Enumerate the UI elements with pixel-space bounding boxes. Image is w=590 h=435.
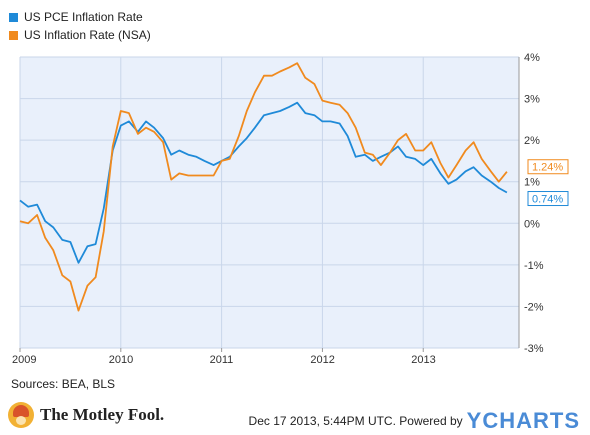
legend-swatch-pce	[9, 12, 18, 22]
legend-label-cpi: US Inflation Rate (NSA)	[24, 28, 151, 42]
y-tick-label: 3%	[524, 94, 540, 106]
x-tick-label: 2012	[310, 354, 334, 366]
y-tick-label: -1%	[524, 260, 544, 272]
end-value-label: 0.74%	[532, 194, 563, 206]
plot-area	[20, 57, 519, 348]
legend-label-pce: US PCE Inflation Rate	[24, 10, 143, 24]
sources-note: Sources: BEA, BLS	[11, 377, 116, 391]
legend: US PCE Inflation Rate US Inflation Rate …	[9, 8, 151, 44]
powered-by-label: Powered by	[399, 414, 463, 428]
end-value-label: 1.24%	[532, 162, 563, 174]
y-tick-label: 0%	[524, 218, 540, 230]
motley-fool-brand: The Motley Fool.	[40, 405, 165, 424]
jester-hat-icon	[8, 402, 34, 428]
series-line-cpi	[19, 62, 508, 312]
legend-item-pce[interactable]: US PCE Inflation Rate	[9, 8, 151, 26]
x-tick-label: 2013	[411, 354, 435, 366]
footer: The Motley Fool. Dec 17 2013, 5:44PM UTC…	[0, 399, 590, 435]
y-tick-label: -3%	[524, 343, 544, 355]
x-tick-label: 2010	[109, 354, 133, 366]
y-tick-label: 1%	[524, 177, 540, 189]
legend-swatch-cpi	[9, 30, 18, 40]
grid-lines	[19, 56, 519, 349]
series-lines	[19, 62, 508, 312]
y-tick-label: 2%	[524, 135, 540, 147]
footer-attribution: Dec 17 2013, 5:44PM UTC. Powered by YCHA…	[249, 408, 580, 434]
axes: 4% 3% 2% 1% 0% -1% -2% -3% 2009 2010 2011 2012 2013	[12, 52, 544, 366]
legend-item-cpi[interactable]: US Inflation Rate (NSA)	[9, 26, 151, 44]
chart-timestamp: Dec 17 2013, 5:44PM UTC.	[248, 414, 396, 428]
end-label-box	[527, 159, 569, 175]
end-value-labels: 1.24% 0.74%	[527, 159, 569, 207]
y-tick-label: -2%	[524, 301, 544, 313]
motley-fool-logo[interactable]: The Motley Fool.	[8, 402, 164, 428]
ycharts-logo-text: YCHARTS	[466, 408, 580, 433]
x-tick-label: 2009	[12, 354, 36, 366]
x-tick-label: 2011	[210, 354, 234, 366]
series-line-pce	[19, 101, 508, 264]
y-tick-label: 4%	[524, 52, 540, 64]
end-label-box	[527, 191, 569, 207]
ycharts-logo[interactable]: YCHARTS	[467, 408, 580, 434]
